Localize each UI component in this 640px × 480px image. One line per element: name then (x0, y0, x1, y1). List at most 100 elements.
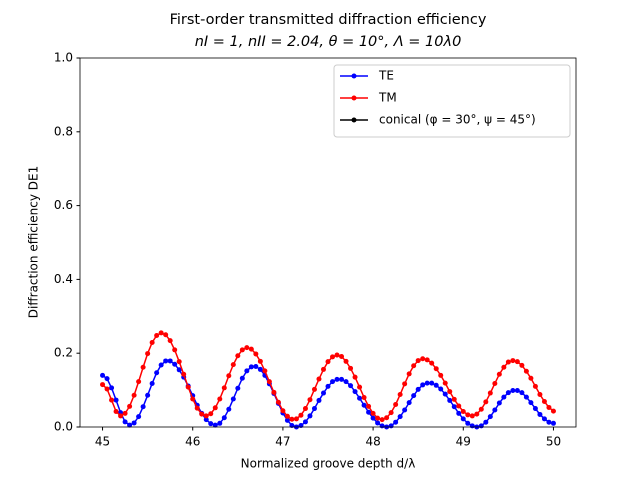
chart-title: First-order transmitted diffraction effi… (170, 12, 487, 28)
legend-marker (351, 73, 357, 79)
data-point (257, 358, 263, 364)
data-point (320, 366, 326, 372)
data-point (411, 393, 417, 399)
data-point (451, 396, 457, 402)
data-point (510, 387, 516, 393)
data-point (298, 412, 304, 418)
data-point (541, 399, 547, 405)
data-point (514, 359, 520, 365)
data-point (352, 389, 358, 395)
data-point (519, 390, 525, 396)
data-point (505, 390, 511, 396)
data-point (537, 392, 543, 398)
data-point (379, 417, 385, 423)
data-point (221, 415, 227, 421)
data-point (203, 413, 209, 419)
data-point (388, 410, 394, 416)
legend-marker (351, 117, 357, 123)
data-point (442, 391, 448, 397)
legend-box (333, 64, 571, 138)
data-point (456, 410, 462, 416)
data-point (145, 351, 151, 357)
data-point (474, 411, 480, 417)
data-point (149, 339, 155, 345)
data-point (302, 419, 308, 425)
data-point (420, 356, 426, 362)
x-axis-label: Normalized groove depth d/λ (241, 457, 416, 471)
data-point (266, 379, 272, 385)
y-tick-label: 0.4 (54, 272, 73, 286)
data-point (334, 352, 340, 358)
data-point (523, 368, 529, 374)
data-point (248, 364, 254, 370)
data-point (185, 384, 191, 390)
data-point (366, 403, 372, 409)
data-point (415, 358, 421, 364)
data-point (311, 406, 317, 412)
data-point (176, 359, 182, 365)
data-point (402, 381, 408, 387)
data-point (217, 420, 223, 426)
y-tick-label: 0.6 (54, 198, 73, 212)
data-point (235, 353, 241, 359)
data-point (208, 421, 214, 427)
data-point (460, 416, 466, 422)
data-point (122, 419, 128, 425)
data-point (492, 407, 498, 413)
data-point (334, 376, 340, 382)
y-tick-label: 0.0 (54, 420, 73, 434)
data-point (478, 423, 484, 429)
data-point (293, 416, 299, 422)
data-point (109, 397, 115, 403)
data-point (343, 358, 349, 364)
data-point (311, 386, 317, 392)
data-point (483, 419, 489, 425)
data-point (284, 413, 290, 419)
data-point (393, 419, 399, 425)
data-point (122, 410, 128, 416)
x-tick-label: 48 (365, 435, 380, 449)
x-tick-label: 50 (546, 435, 561, 449)
data-point (307, 413, 313, 419)
data-point (406, 400, 412, 406)
data-point (379, 423, 385, 429)
data-point (181, 371, 187, 377)
data-point (158, 330, 164, 336)
data-point (140, 364, 146, 370)
data-point (136, 379, 142, 385)
data-point (199, 411, 205, 417)
data-point (257, 366, 263, 372)
x-tick-label: 47 (275, 435, 290, 449)
data-point (460, 409, 466, 415)
data-point (370, 410, 376, 416)
data-point (113, 397, 119, 403)
data-point (316, 397, 322, 403)
data-point (235, 385, 241, 391)
data-point (532, 406, 538, 412)
x-tick-label: 49 (456, 435, 471, 449)
y-tick-label: 0.2 (54, 346, 73, 360)
data-point (172, 361, 178, 367)
data-point (271, 389, 277, 395)
data-point (289, 416, 295, 422)
data-point (384, 415, 390, 421)
data-point (433, 366, 439, 372)
data-point (447, 389, 453, 395)
data-point (546, 404, 552, 410)
data-point (262, 368, 268, 374)
data-point (429, 360, 435, 366)
series-line (102, 360, 554, 428)
chart-subtitle: nI = 1, nII = 2.04, θ = 10°, Λ = 10λ0 (195, 34, 462, 50)
data-point (406, 371, 412, 377)
data-point (194, 405, 200, 411)
data-point (118, 413, 124, 419)
data-point (330, 379, 336, 385)
data-point (465, 412, 471, 418)
data-point (212, 405, 218, 411)
data-point (239, 347, 245, 353)
data-point (275, 399, 281, 405)
data-point (154, 332, 160, 338)
data-point (140, 404, 146, 410)
data-point (357, 384, 363, 390)
data-point (212, 422, 218, 428)
